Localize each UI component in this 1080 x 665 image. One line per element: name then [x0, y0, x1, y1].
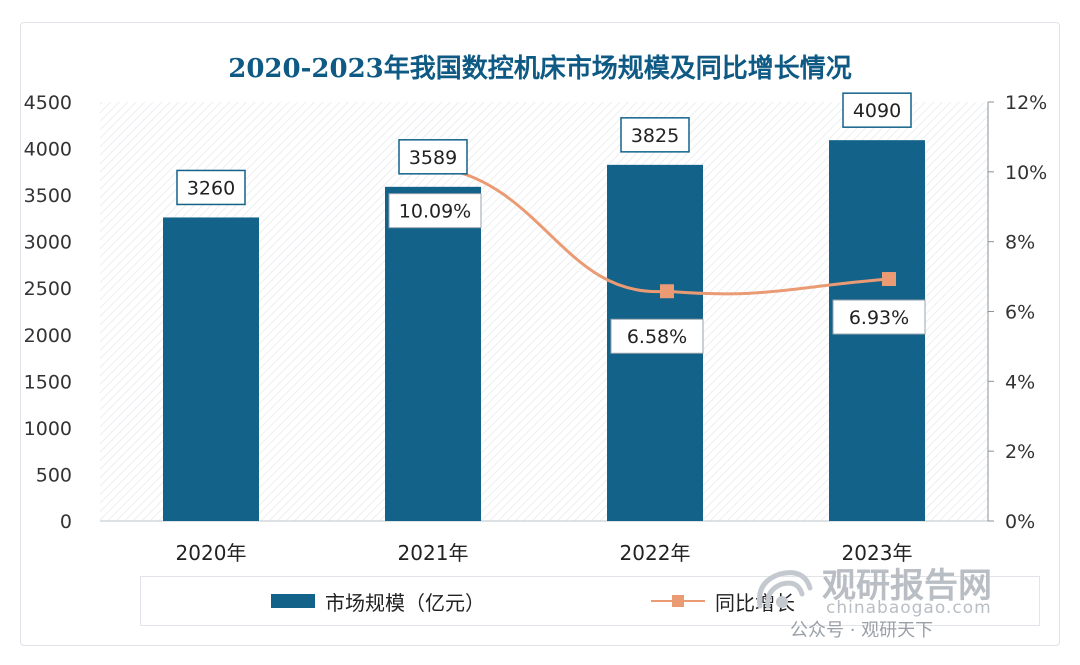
watermark-account: 公众号 · 观研天下: [790, 620, 934, 641]
yoy-point-marker: [660, 284, 674, 299]
bar-data-label-text: 3260: [187, 177, 235, 199]
y-right-tick-label: 4%: [1005, 371, 1035, 393]
bar-data-label-box: [620, 117, 690, 153]
y-left-tick-label: 4000: [24, 139, 72, 161]
bar-data-label-text: 3825: [631, 125, 679, 147]
bar: [385, 186, 481, 521]
x-tick-label: 2023年: [842, 541, 913, 565]
y-left-tick-label: 1500: [24, 371, 72, 393]
legend-bar-swatch: [271, 594, 315, 608]
bar-data-label-text: 3589: [409, 147, 457, 169]
watermark-brand: 观研报告网: [822, 566, 992, 606]
y-left-tick-label: 3000: [24, 232, 72, 254]
yoy-data-label-box: [832, 299, 926, 335]
y-left-tick-label: 1000: [24, 418, 72, 440]
yoy-data-label-text: 10.09%: [399, 201, 471, 223]
y-right-tick-label: 2%: [1005, 441, 1035, 463]
x-tick-label: 2021年: [398, 541, 469, 565]
bar-data-label-box: [176, 169, 246, 206]
legend-line-swatch: [651, 594, 705, 608]
bar-data-label-box: [842, 92, 912, 128]
watermark-logo-icon: [756, 570, 813, 609]
bar-data-label: 3589: [398, 139, 468, 175]
yoy-data-label: 6.93%: [832, 299, 926, 335]
x-tick-label: 2022年: [620, 541, 691, 565]
yoy-data-label-text: 6.93%: [849, 307, 909, 329]
legend-label-market-size: 市场规模（亿元）: [325, 590, 485, 615]
y-right-tick-label: 10%: [1005, 162, 1047, 184]
yoy-data-label: 6.58%: [610, 318, 704, 354]
y-left-tick-label: 2500: [24, 278, 72, 300]
bar-data-label-text: 4090: [853, 100, 901, 122]
y-left-tick-label: 500: [36, 464, 72, 486]
bar-data-label-box: [398, 139, 468, 175]
yoy-data-label: 10.09%: [388, 193, 482, 229]
y-left-tick-label: 0: [60, 511, 72, 533]
bar-data-label: 3260: [176, 169, 246, 206]
y-left-tick-label: 4500: [24, 92, 72, 114]
watermark-url: chinabaogao.com: [826, 598, 992, 618]
bar-data-label: 3825: [620, 117, 690, 153]
y-right-tick-label: 6%: [1005, 302, 1035, 324]
y-left-tick-label: 3500: [24, 185, 72, 207]
legend-item-market-size: 市场规模（亿元）: [271, 577, 485, 625]
y-left-tick-label: 2000: [24, 325, 72, 347]
y-right-tick-label: 0%: [1005, 511, 1035, 533]
yoy-point-marker: [882, 272, 896, 287]
bar-data-label: 4090: [842, 92, 912, 128]
chart-title: 2020-2023年我国数控机床市场规模及同比增长情况: [228, 54, 852, 84]
yoy-data-label-box: [610, 318, 704, 354]
y-right-tick-label: 12%: [1005, 92, 1047, 114]
yoy-data-label-box: [388, 193, 482, 229]
y-right-tick-label: 8%: [1005, 232, 1035, 254]
yoy-data-label-text: 6.58%: [627, 326, 687, 348]
bar: [163, 217, 259, 522]
x-tick-label: 2020年: [176, 541, 247, 565]
